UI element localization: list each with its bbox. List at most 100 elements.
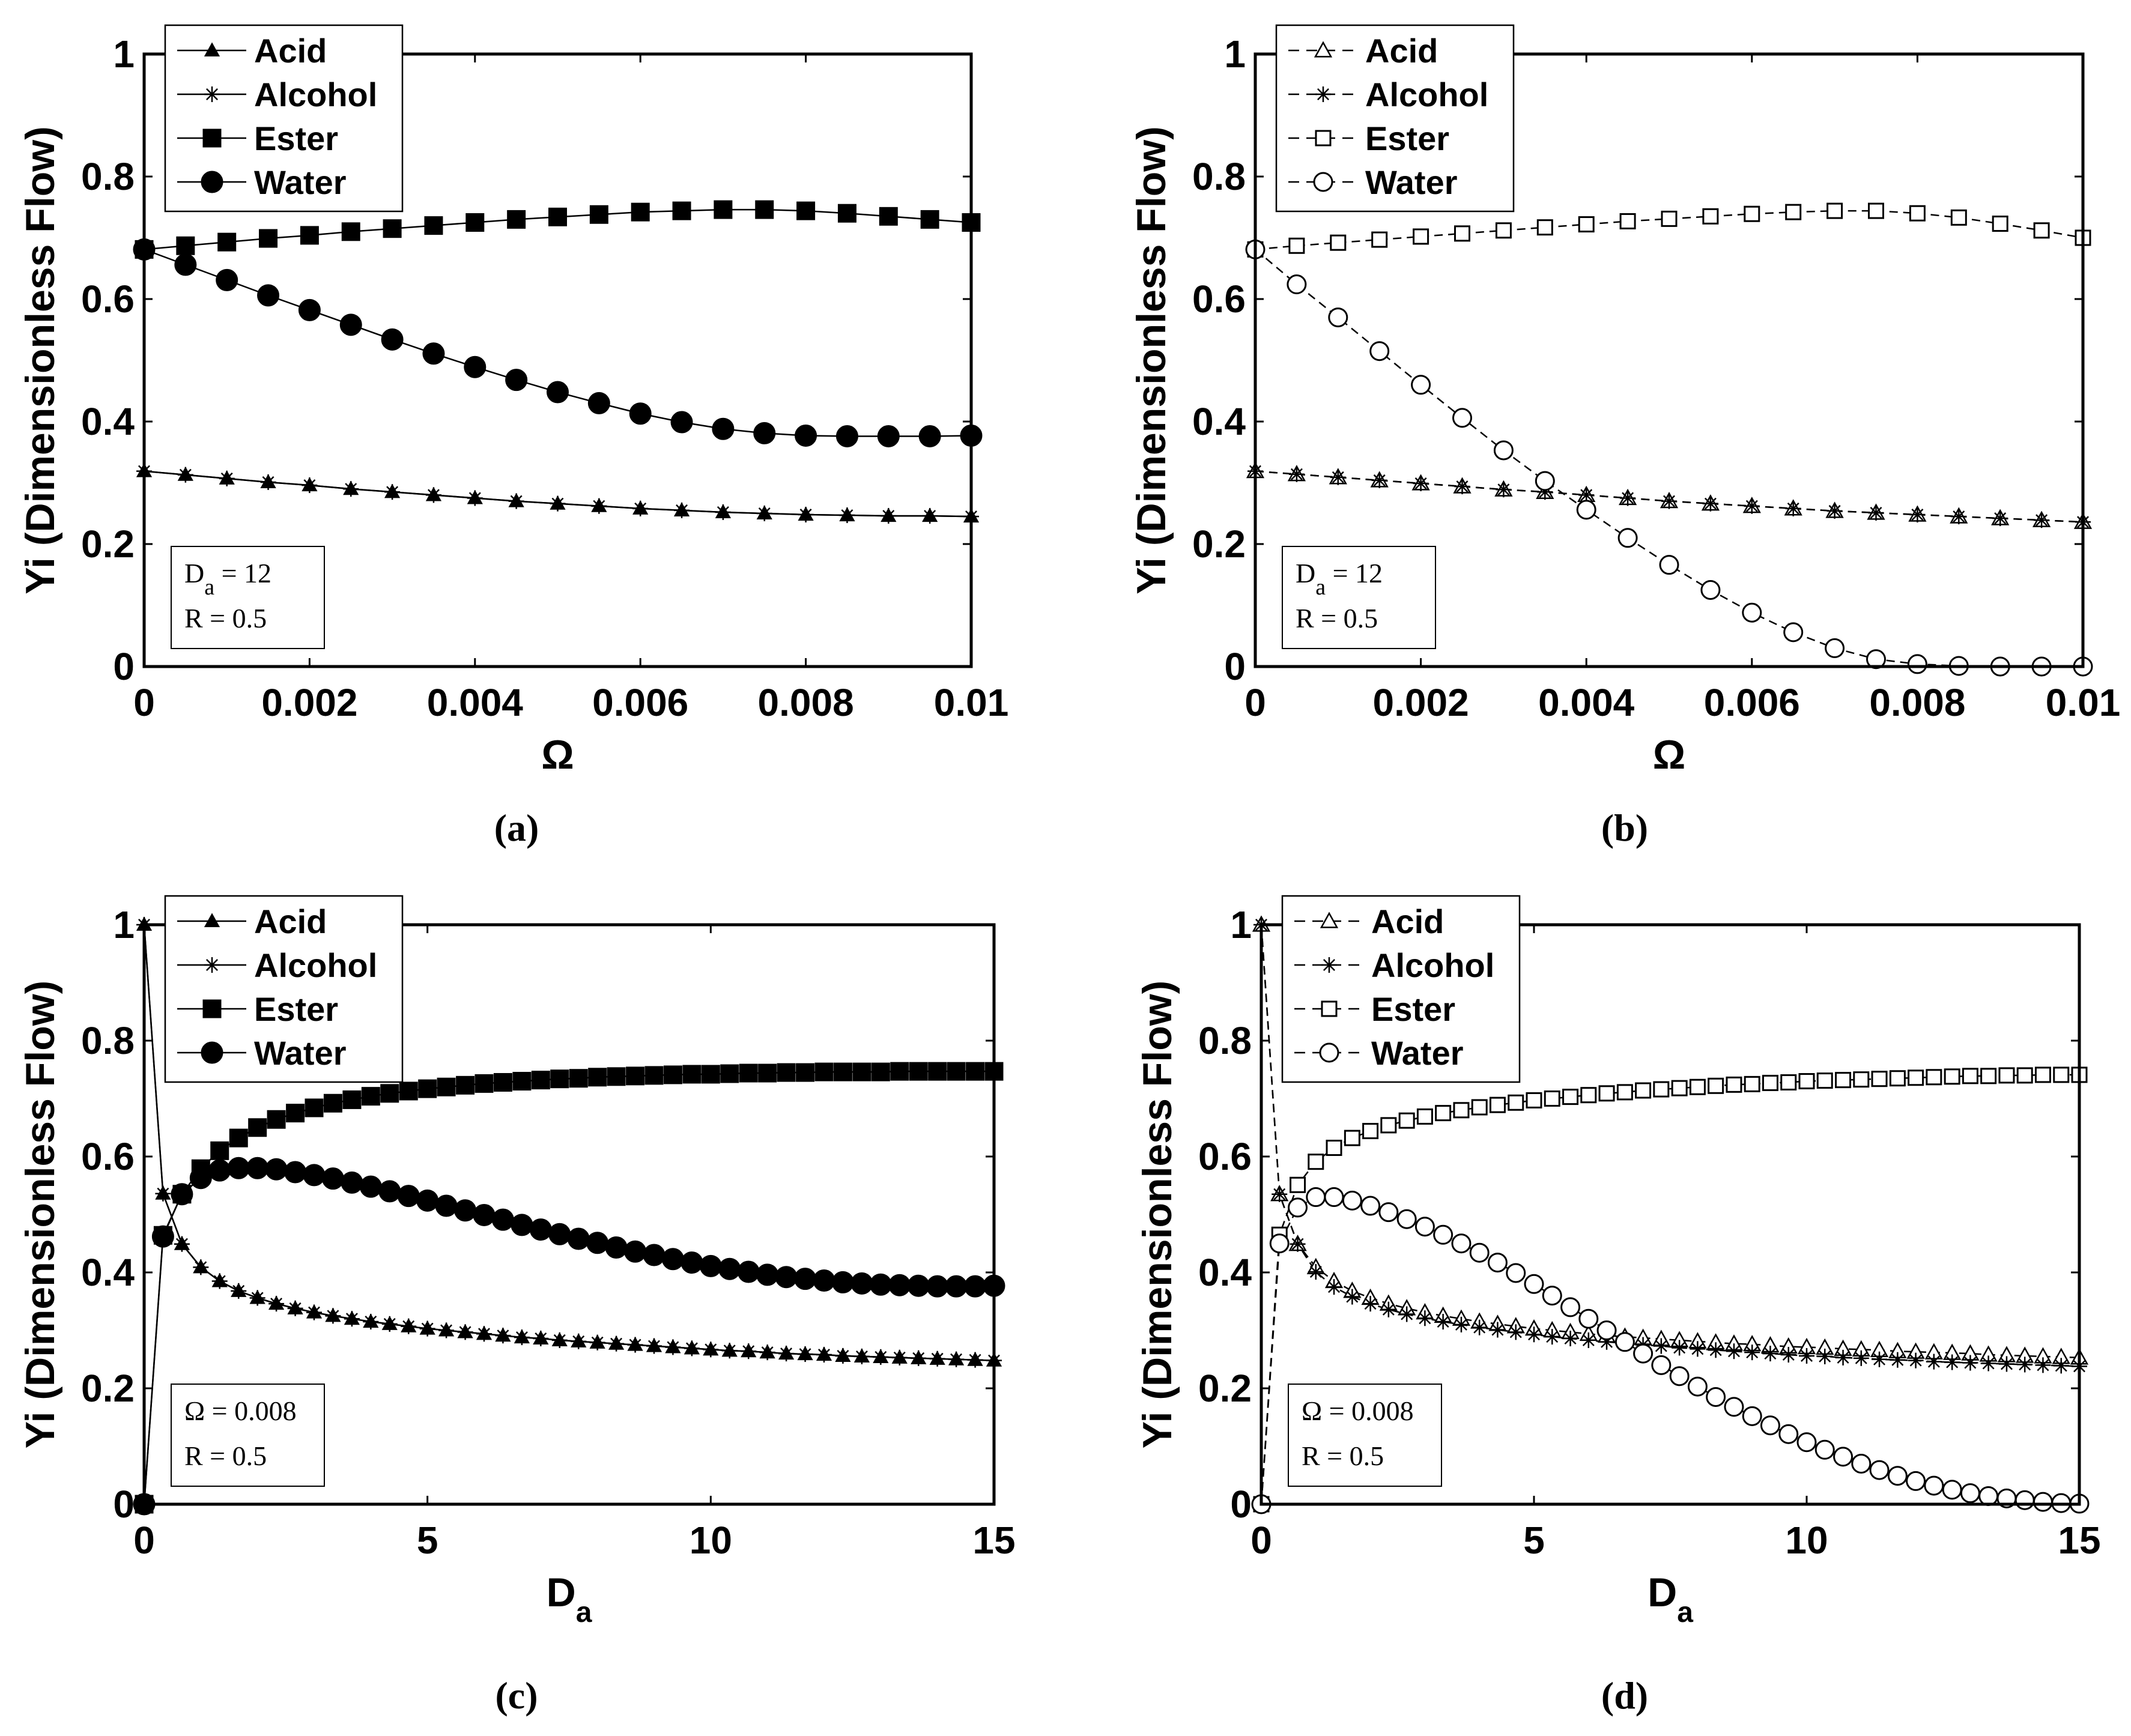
data-point-alcohol [1872, 1351, 1888, 1367]
data-point-water [712, 417, 735, 440]
data-point-alcohol [1799, 1347, 1814, 1364]
data-point-water [629, 402, 652, 425]
y-tick-label: 1 [1230, 903, 1252, 946]
y-tick-label: 0.2 [1198, 1367, 1252, 1410]
data-point-alcohol [608, 1335, 625, 1352]
data-point-water [643, 1244, 665, 1266]
data-point-alcohol [891, 1349, 908, 1366]
data-point-ester [465, 213, 485, 232]
data-point-alcohol [816, 1347, 832, 1363]
data-point-alcohol [174, 1236, 190, 1252]
data-point-water [1414, 1217, 1435, 1237]
data-point-alcohol [425, 487, 441, 503]
data-point-water [1960, 1483, 1980, 1504]
data-point-ester [1380, 1117, 1397, 1134]
annotation-line: Ω = 0.008 [184, 1396, 297, 1426]
x-tick-label: 0.01 [934, 681, 1009, 724]
data-point-water [171, 1183, 193, 1206]
data-point-water [1451, 1233, 1472, 1254]
data-point-ester [2016, 1067, 2033, 1084]
data-point-alcohol [1620, 490, 1636, 506]
data-point-alcohol [177, 467, 193, 483]
data-point-water [1651, 1355, 1672, 1375]
data-point-ester [300, 226, 319, 245]
data-point-water [435, 1194, 458, 1217]
data-point-alcohol [798, 507, 814, 523]
data-point-water [378, 1180, 401, 1203]
legend-marker-ester [202, 129, 222, 148]
data-point-water [1614, 1332, 1635, 1352]
legend-marker-acid [1314, 41, 1333, 58]
data-point-water [605, 1236, 628, 1259]
data-point-water [1342, 1190, 1362, 1211]
data-point-alcohol [1580, 1332, 1596, 1348]
data-point-alcohol [550, 495, 566, 512]
legend-marker-ester [202, 999, 222, 1018]
data-point-water [1796, 1432, 1817, 1453]
data-point-alcohol [839, 507, 855, 524]
data-point-alcohol [1308, 1264, 1324, 1280]
data-point-ester [1344, 1130, 1360, 1146]
x-tick-label: 0.008 [758, 681, 854, 724]
data-point-ester [1689, 1078, 1706, 1095]
legend-marker-water [1313, 172, 1333, 192]
data-point-alcohol [1290, 1236, 1306, 1252]
data-point-water [918, 425, 941, 447]
data-point-alcohol [1944, 1354, 1960, 1370]
data-point-ester [1702, 208, 1719, 225]
data-point-ester [833, 1062, 852, 1081]
x-axis-label: Ω [1653, 732, 1686, 778]
data-point-ester [248, 1118, 267, 1137]
data-point-ester [1471, 1099, 1488, 1116]
data-point-ester [871, 1062, 890, 1081]
data-point-water [416, 1189, 439, 1212]
data-point-ester [2053, 1066, 2070, 1083]
data-point-ester [777, 1063, 796, 1082]
data-point-ester [361, 1087, 380, 1106]
legend-label-alcohol: Alcohol [254, 946, 377, 984]
data-point-alcohol [1544, 1329, 1560, 1345]
data-point-ester [217, 232, 237, 252]
data-point-alcohol [627, 1337, 643, 1353]
data-point-water [208, 1159, 231, 1182]
data-point-water [1576, 500, 1596, 520]
y-tick-label: 0.6 [1198, 1135, 1252, 1178]
data-point-ester [1616, 1084, 1633, 1101]
data-point-alcohol [2053, 1358, 2069, 1374]
data-point-ester [1580, 1087, 1597, 1104]
data-point-water [794, 1268, 817, 1290]
data-point-water [189, 1167, 212, 1190]
data-point-ester [1653, 1081, 1670, 1098]
data-point-alcohol [2034, 512, 2050, 528]
data-point-water [1825, 638, 1845, 658]
y-tick-label: 0.6 [1192, 277, 1246, 321]
data-point-ester [814, 1062, 834, 1081]
data-point-alcohol [922, 508, 938, 524]
data-layer [1245, 202, 2093, 677]
data-point-ester [1868, 202, 1884, 219]
data-point-ester [879, 207, 898, 226]
data-point-ester [1413, 228, 1429, 245]
data-point-water [1742, 1406, 1762, 1426]
legend-marker-water [201, 171, 223, 193]
y-tick-label: 0.2 [81, 1367, 135, 1410]
data-point-ester [493, 1072, 512, 1092]
data-point-water [1851, 1453, 1872, 1474]
data-point-alcohol [1326, 1279, 1342, 1295]
data-point-water [341, 1171, 363, 1194]
data-point-alcohol [1435, 1314, 1451, 1330]
data-point-water [775, 1266, 798, 1289]
annotation-line: Da = 12 [1296, 558, 1383, 600]
data-point-alcohol [1962, 1355, 1978, 1371]
x-tick-label: 15 [972, 1519, 1015, 1562]
y-tick-label: 0.2 [1192, 522, 1246, 566]
data-point-alcohol [665, 1339, 681, 1355]
data-point-ester [837, 204, 856, 223]
x-tick-label: 0 [133, 1519, 155, 1562]
x-tick-label: 0.006 [1704, 681, 1800, 724]
data-point-water [1328, 307, 1348, 328]
data-point-alcohol [721, 1343, 738, 1359]
data-point-ester [928, 1062, 947, 1081]
data-point-water [246, 1157, 269, 1179]
